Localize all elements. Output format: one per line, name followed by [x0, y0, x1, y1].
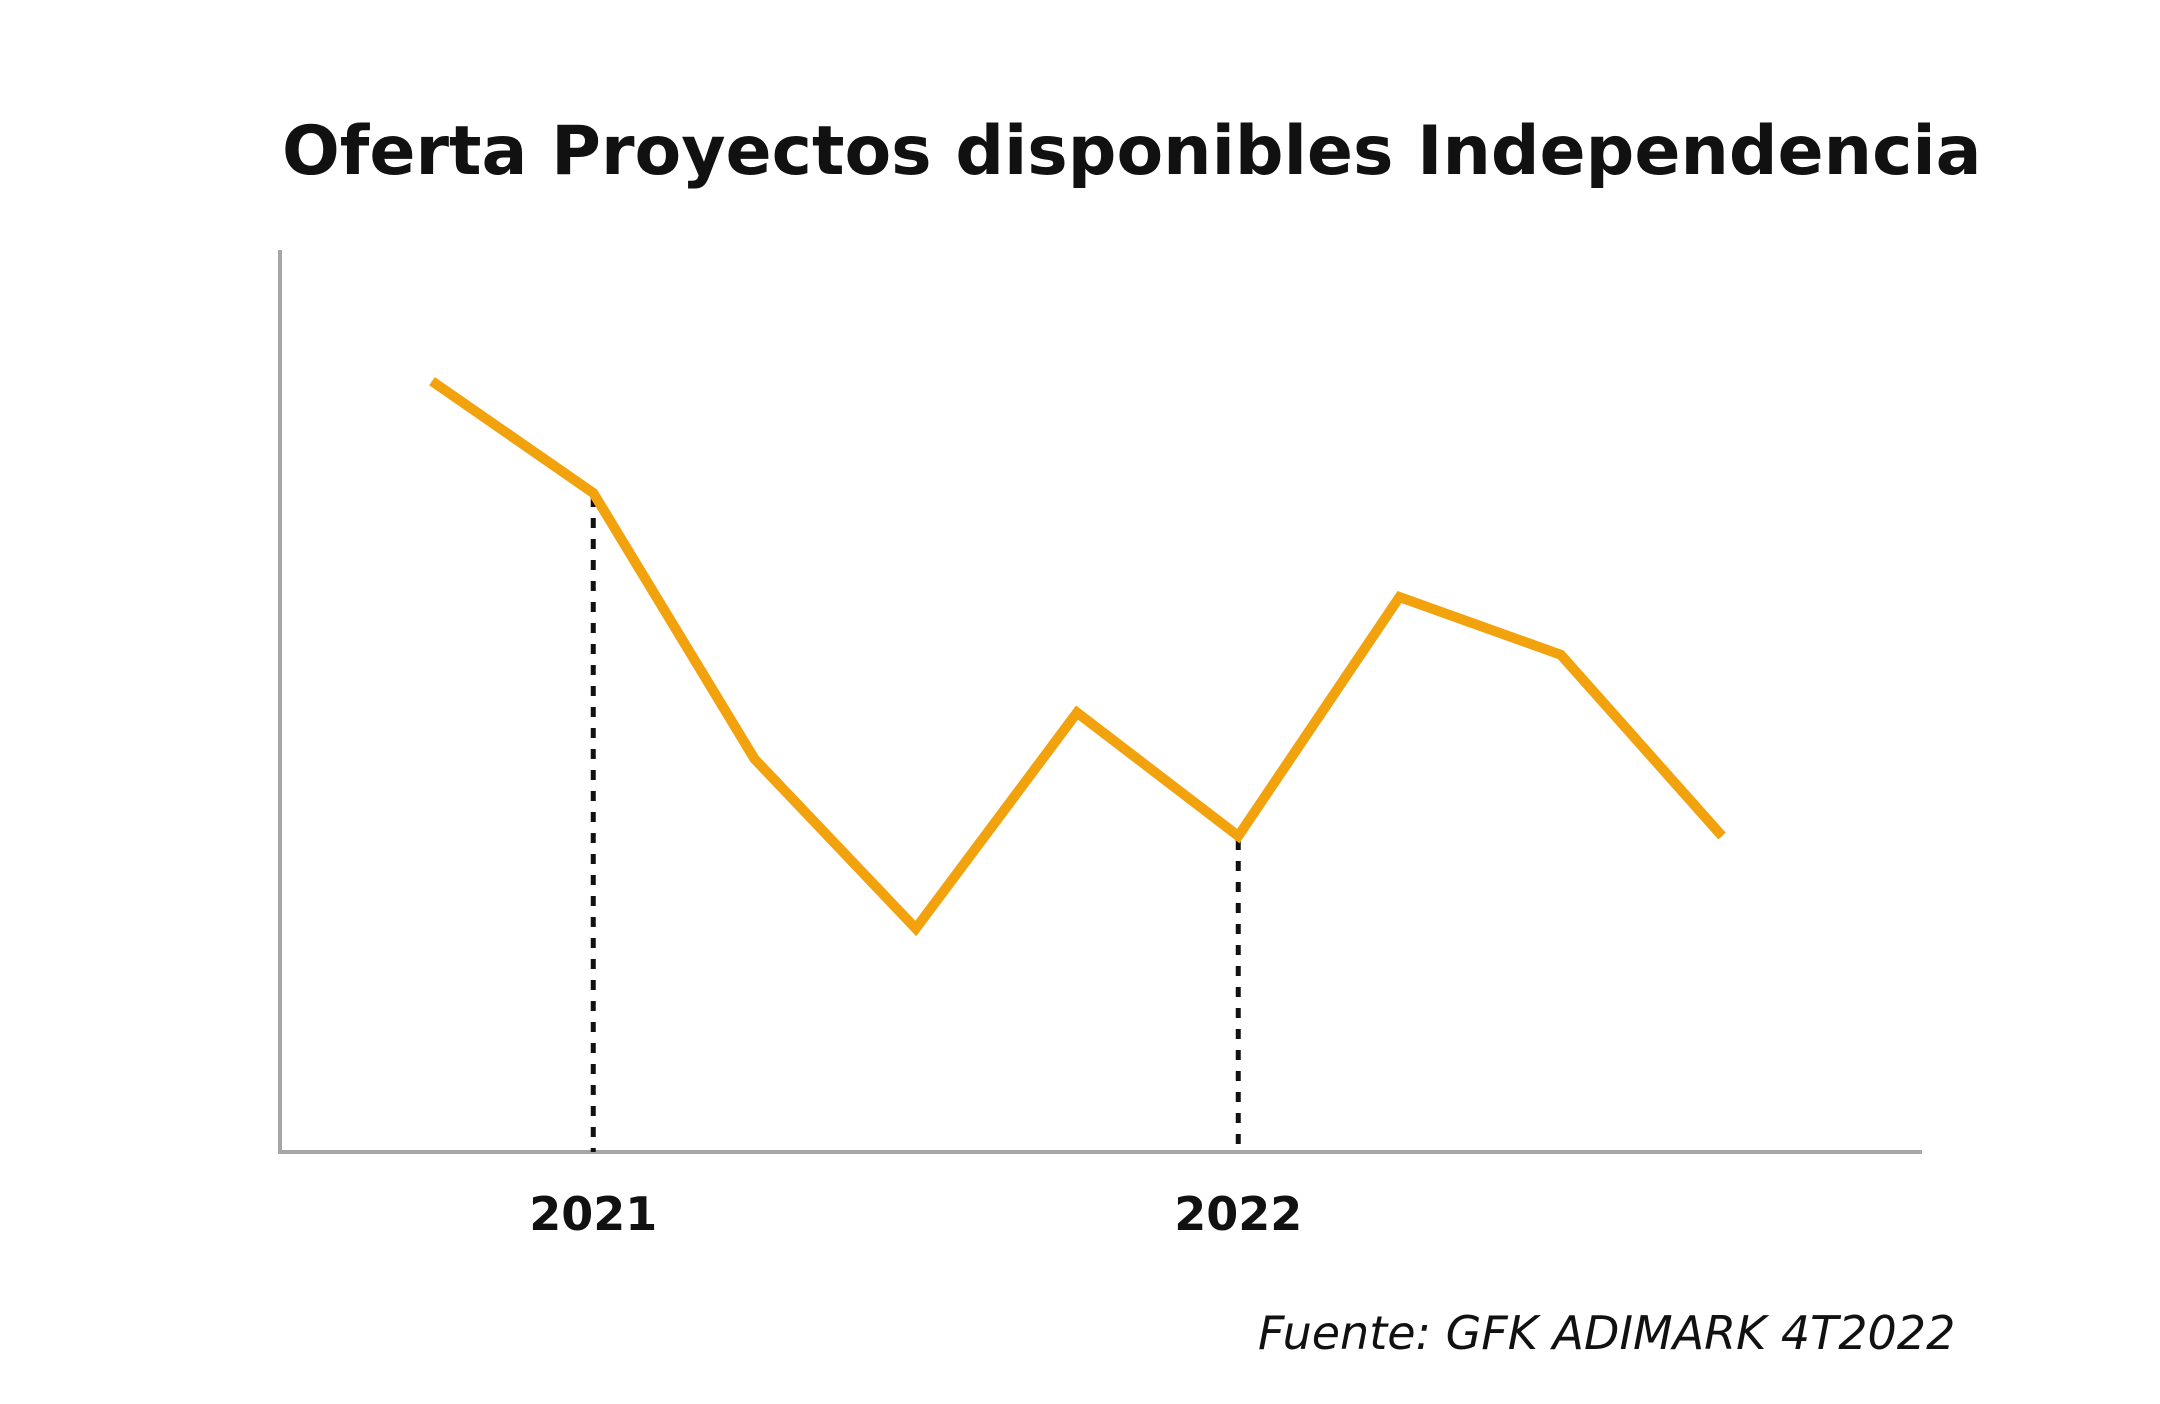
data-point	[915, 927, 917, 929]
series-layer	[429, 377, 1726, 937]
x-tick-labels: 2021 2022	[529, 1187, 1302, 1241]
x-tick-label: 2021	[529, 1187, 657, 1241]
data-point	[754, 758, 755, 760]
data-point	[1237, 835, 1239, 837]
data-point	[1721, 835, 1723, 837]
data-point	[1076, 712, 1078, 714]
data-point	[1399, 596, 1400, 598]
series-line	[429, 377, 1726, 937]
chart-title: Oferta Proyectos disponibles Independenc…	[282, 112, 1982, 191]
x-tick-label: 2022	[1174, 1187, 1302, 1241]
year-marker-lines	[590, 496, 1241, 1152]
data-point	[592, 492, 594, 494]
source-note: Fuente: GFK ADIMARK 4T2022	[1258, 1306, 1956, 1360]
data-point	[431, 380, 433, 382]
data-point	[1560, 654, 1562, 656]
axes	[278, 250, 1922, 1154]
